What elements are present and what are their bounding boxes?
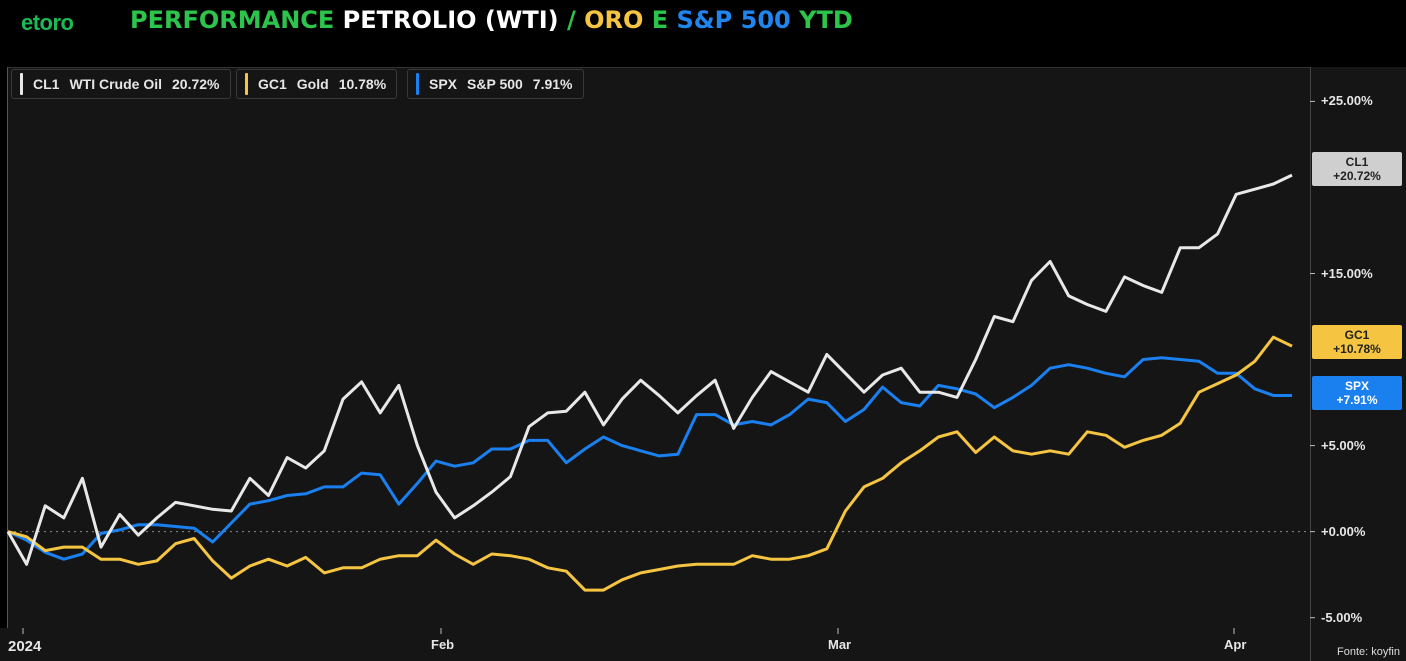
y-tick-label: +5.00% <box>1321 437 1366 453</box>
legend-swatch-cl1 <box>20 73 23 95</box>
badge-value: +10.78% <box>1333 342 1381 356</box>
legend-ticker: SPX <box>429 76 458 92</box>
series-line-spx <box>7 356 1292 561</box>
title-part: S&P 500 <box>676 6 800 34</box>
legend-value: 7.91% <box>532 76 573 92</box>
header-bar <box>0 0 1406 46</box>
series-line-gc1 <box>7 335 1293 592</box>
x-tick-label: Mar <box>828 637 852 652</box>
badge-ticker: SPX <box>1344 379 1369 393</box>
chart-title: PERFORMANCE PETROLIO (WTI) / ORO E S&P 5… <box>130 6 853 34</box>
y-tick-label: -5.00% <box>1321 609 1363 625</box>
etoro-logo: etoro <box>21 10 74 35</box>
legend-item-gc1[interactable]: GC1 Gold 10.78% <box>236 69 398 99</box>
source-note: Fonte: koyfin <box>1337 646 1400 658</box>
x-tick-label: Feb <box>431 637 455 652</box>
legend-ticker: GC1 <box>258 76 287 92</box>
legend-item-cl1[interactable]: CL1 WTI Crude Oil 20.72% <box>11 69 231 99</box>
legend-value: 20.72% <box>172 76 220 92</box>
title-part: PERFORMANCE <box>130 6 343 34</box>
y-tick-label: +15.00% <box>1321 265 1373 281</box>
plot-area <box>7 67 1311 629</box>
x-tick-label: 2024 <box>8 638 42 655</box>
x-axis-panel <box>0 628 1310 661</box>
x-tick-label: Apr <box>1224 637 1247 652</box>
title-part: E <box>651 6 677 34</box>
end-value-badge-spx: SPX +7.91% <box>1312 376 1402 410</box>
legend-swatch-spx <box>416 73 419 95</box>
badge-value: +7.91% <box>1336 393 1378 407</box>
title-part: ORO <box>584 6 652 34</box>
legend-swatch-gc1 <box>245 73 248 95</box>
y-tick-label: +25.00% <box>1321 93 1373 109</box>
title-part: YTD <box>799 6 853 34</box>
y-tick-label: +0.00% <box>1321 523 1366 539</box>
end-value-badge-cl1: CL1 +20.72% <box>1312 152 1402 186</box>
legend-name: S&P 500 <box>467 76 523 92</box>
badge-value: +20.72% <box>1333 169 1381 183</box>
title-part: / <box>566 6 585 34</box>
end-value-badge-gc1: GC1 +10.78% <box>1312 325 1402 359</box>
legend-name: WTI Crude Oil <box>69 76 163 92</box>
legend-item-spx[interactable]: SPX S&P 500 7.91% <box>407 69 584 99</box>
legend-name: Gold <box>296 76 329 92</box>
badge-ticker: GC1 <box>1344 328 1370 342</box>
title-part: PETROLIO (WTI) <box>342 6 567 34</box>
badge-ticker: CL1 <box>1345 155 1369 169</box>
series-line-cl1 <box>6 173 1293 566</box>
legend-ticker: CL1 <box>33 76 60 92</box>
legend-value: 10.78% <box>338 76 387 92</box>
